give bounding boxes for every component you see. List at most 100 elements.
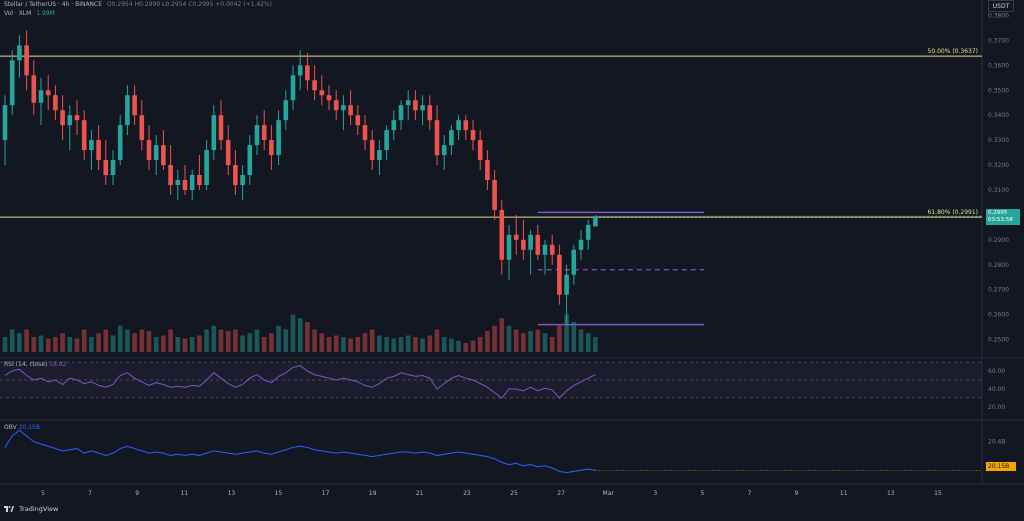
volume-bar	[413, 337, 418, 352]
volume-bar	[161, 335, 166, 352]
candle-body	[463, 120, 469, 131]
volume-bar	[535, 329, 541, 352]
price-axis-tick: 0.3700	[988, 37, 1009, 44]
ohlc-values: O0.2954 H0.2999 L0.2954 C0.2995 +0.0042 …	[106, 1, 273, 8]
currency-tag[interactable]: USDT	[988, 0, 1014, 12]
obv-value: 20.15B	[18, 424, 40, 431]
candle-body	[247, 145, 253, 176]
time-axis-tick: 9	[795, 490, 799, 497]
candle-body	[189, 175, 195, 190]
obv-legend[interactable]: OBV 20.15B	[4, 424, 40, 431]
volume-bar	[276, 325, 281, 352]
time-axis-tick: Mar	[603, 490, 615, 497]
volume-bar	[420, 338, 425, 352]
volume-bar	[391, 338, 397, 352]
candle-body	[355, 115, 361, 126]
candle-body	[449, 130, 454, 146]
price-axis-tick: 0.3800	[988, 12, 1009, 19]
volume-bar	[103, 329, 109, 352]
candle-body	[283, 100, 289, 121]
price-axis-tick: 0.3200	[988, 162, 1009, 169]
volume-bar	[125, 329, 130, 352]
candle-body	[434, 120, 440, 156]
fib-level-label: 50.00% (0.3637)	[928, 48, 978, 55]
candle-body	[470, 130, 476, 141]
volume-bar	[110, 335, 116, 352]
time-axis-tick: 11	[840, 490, 848, 497]
candle-body	[218, 115, 224, 141]
candle-body	[564, 274, 569, 295]
candle-body	[319, 90, 325, 96]
candle-body	[398, 105, 404, 121]
candle-body	[211, 115, 217, 151]
volume-bar	[297, 318, 303, 352]
price-axis-tick: 0.3500	[988, 87, 1009, 94]
volume-bar	[492, 325, 497, 352]
volume-bar	[477, 337, 483, 352]
price-axis-tick: 0.2600	[988, 312, 1009, 319]
time-axis-tick: 13	[887, 490, 895, 497]
price-axis-tick: 0.2900	[988, 237, 1009, 244]
time-axis-tick: 21	[416, 490, 424, 497]
candle-body	[60, 110, 65, 126]
symbol-title[interactable]: Stellar / TetherUS · 4h · BINANCE	[4, 1, 103, 8]
candle-body	[542, 244, 548, 255]
volume-bar	[9, 329, 15, 352]
volume-bar	[153, 337, 159, 352]
rsi-axis-tick: 20.00	[988, 404, 1005, 411]
candle-body	[528, 234, 533, 250]
candle-body	[17, 45, 22, 61]
volume-bar	[377, 335, 382, 352]
volume-bar	[398, 337, 404, 352]
volume-bar	[211, 325, 217, 352]
volume-bar	[261, 337, 267, 352]
candle-body	[9, 60, 15, 106]
candle-body	[506, 234, 512, 260]
volume-bar	[218, 329, 224, 352]
candle-body	[492, 180, 497, 210]
candle-countdown: 03:53:58	[988, 217, 1013, 223]
volume-bar	[528, 331, 533, 352]
volume-bar	[290, 314, 296, 352]
candle-body	[233, 165, 238, 185]
last-price-tag: 0.2995 03:53:58	[986, 209, 1020, 225]
candle-body	[362, 125, 368, 141]
volume-bar	[189, 337, 195, 352]
candle-body	[132, 95, 137, 116]
rsi-value: 58.82	[49, 361, 67, 368]
volume-bar	[485, 331, 490, 352]
volume-bar	[139, 329, 145, 352]
candle-body	[276, 120, 281, 156]
volume-bar	[456, 340, 461, 352]
volume-bar	[67, 337, 73, 352]
volume-bar	[557, 325, 562, 352]
candle-body	[67, 115, 73, 126]
footer-brand[interactable]: TradingView	[19, 505, 59, 513]
symbol-legend: Stellar / TetherUS · 4h · BINANCE O0.295…	[4, 1, 275, 8]
candle-body	[549, 244, 555, 255]
volume-bar	[449, 338, 454, 352]
candle-body	[89, 140, 94, 151]
obv-label: OBV	[4, 424, 17, 431]
rsi-label: RSI (14, close)	[4, 361, 48, 368]
candle-body	[326, 95, 332, 101]
volume-bar	[319, 333, 325, 352]
candle-body	[535, 234, 541, 255]
volume-bar	[240, 335, 245, 352]
candle-body	[139, 115, 145, 141]
time-axis-tick: 7	[748, 490, 752, 497]
time-axis-tick: 5	[41, 490, 45, 497]
volume-bar	[312, 329, 317, 352]
volume-bar	[434, 329, 440, 352]
volume-bar	[578, 329, 584, 352]
rsi-legend[interactable]: RSI (14, close) 58.82	[4, 361, 66, 368]
volume-bar	[333, 335, 339, 352]
candle-body	[74, 115, 80, 121]
candle-body	[420, 105, 425, 111]
volume-bar	[463, 343, 469, 352]
candle-body	[456, 120, 461, 131]
candle-body	[240, 175, 245, 185]
last-price: 0.2995	[988, 210, 1008, 216]
